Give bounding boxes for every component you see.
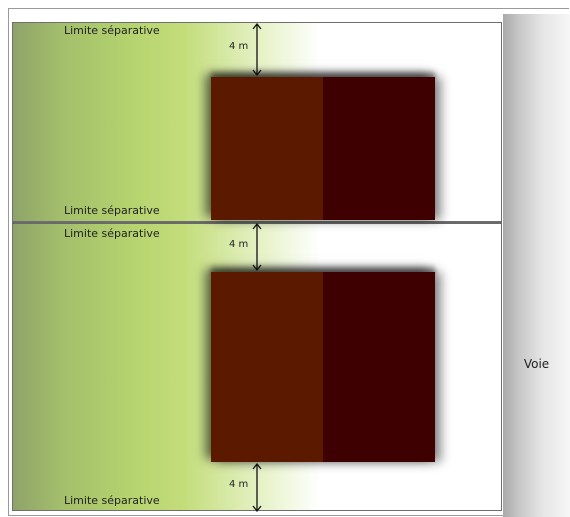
road-label: Voie: [523, 357, 550, 371]
separation-label-top: Limite séparative: [64, 24, 160, 37]
building-top-right: [323, 77, 435, 220]
road: Voie: [503, 14, 570, 517]
double-arrow-icon: [252, 23, 262, 76]
separation-label-bottom-upper: Limite séparative: [64, 227, 160, 240]
building-bottom: [211, 264, 435, 462]
building-bottom-right: [323, 272, 435, 462]
distance-label-middle: 4 m: [229, 239, 249, 250]
dimension-arrow-middle: 4 m: [229, 223, 267, 271]
double-arrow-icon: [252, 223, 262, 271]
building-bottom-left: [211, 272, 323, 462]
building-top-left: [211, 77, 323, 220]
dimension-arrow-top: 4 m: [229, 23, 267, 76]
separation-label-top-lower: Limite séparative: [64, 204, 160, 217]
building-top: [211, 69, 435, 220]
double-arrow-icon: [252, 463, 262, 512]
distance-label-bottom: 4 m: [229, 479, 249, 490]
separation-label-bottom: Limite séparative: [64, 494, 160, 507]
distance-label-top: 4 m: [229, 41, 249, 52]
diagram-frame: [8, 8, 569, 516]
dimension-arrow-bottom: 4 m: [229, 463, 267, 512]
